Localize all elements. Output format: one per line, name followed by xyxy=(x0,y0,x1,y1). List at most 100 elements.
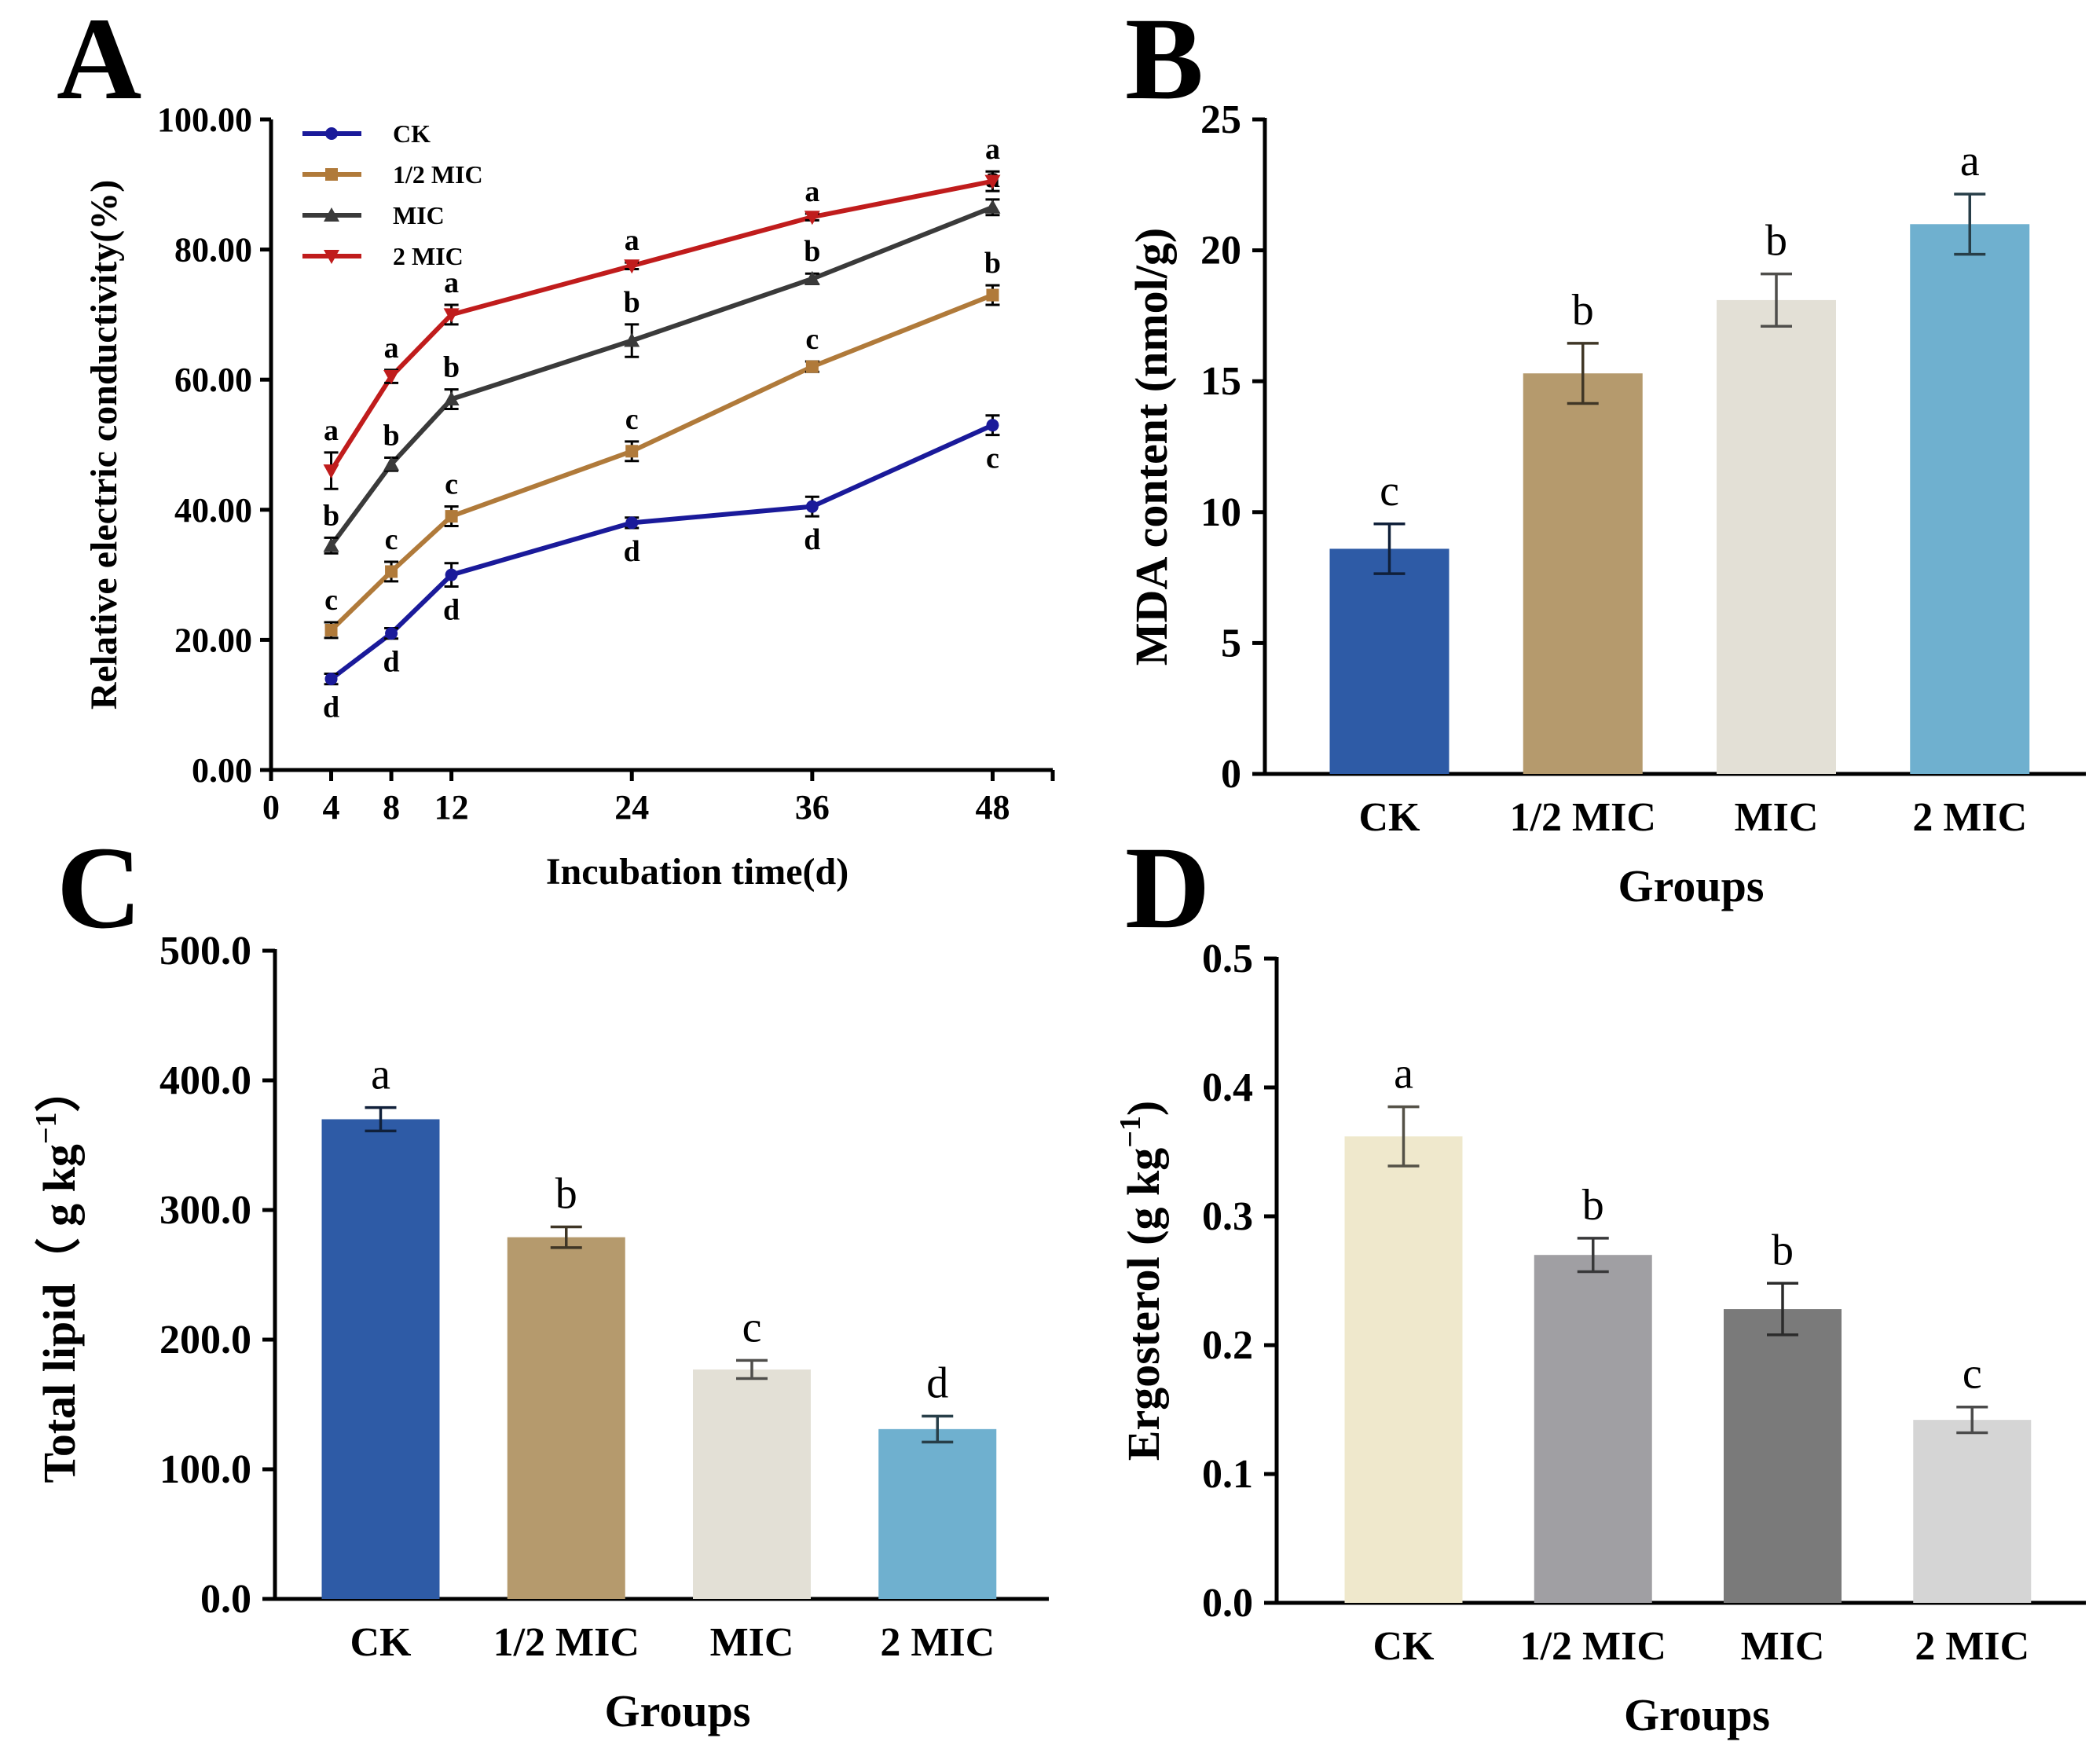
x-tick-label: 2 MIC xyxy=(880,1620,995,1665)
significance-label: d xyxy=(383,646,400,679)
panel-letter-c: C xyxy=(57,823,141,953)
significance-label: a xyxy=(371,1050,390,1099)
x-tick-label: CK xyxy=(350,1620,412,1665)
legend-label: 1/2 MIC xyxy=(393,160,483,189)
x-tick-label: 8 xyxy=(383,788,400,827)
significance-label: b xyxy=(984,247,1001,280)
y-tick-label: 100.0 xyxy=(159,1447,251,1492)
y-axis-title-main: Ergosterol (g kg xyxy=(1118,1148,1169,1461)
marker-circle xyxy=(324,673,338,686)
x-tick-label: MIC xyxy=(1741,1624,1825,1669)
marker-triangle-down xyxy=(443,308,460,323)
significance-label: a xyxy=(1394,1050,1413,1098)
significance-label: d xyxy=(926,1358,948,1407)
x-tick-label: 2 MIC xyxy=(1912,795,2027,840)
x-axis-title: Incubation time(d) xyxy=(546,851,848,893)
x-tick-label: MIC xyxy=(1735,795,1819,840)
significance-label: d xyxy=(323,691,339,724)
y-tick-label: 0.0 xyxy=(200,1577,251,1622)
bar-2-mic xyxy=(1910,224,2030,774)
significance-label: c xyxy=(1963,1350,1982,1399)
y-axis-title-exponent: −1 xyxy=(1114,1116,1147,1148)
marker-circle xyxy=(325,127,338,140)
series-1-2-mic: c c c c c b xyxy=(324,247,1001,640)
y-tick-label: 25 xyxy=(1200,97,1241,142)
panel-d: D 0.0 0.1 0.2 0.3 0.4 0.5 a CK b 1/2 MIC b MIC c 2 MIC… xyxy=(1114,823,2086,1740)
bar-1-2-mic xyxy=(1523,373,1643,774)
x-tick-label: 1/2 MIC xyxy=(493,1620,640,1665)
y-tick-label: 300.0 xyxy=(159,1188,251,1233)
significance-label: c xyxy=(742,1303,762,1351)
marker-circle xyxy=(445,568,458,581)
bar-ck xyxy=(1329,548,1449,774)
significance-label: a xyxy=(384,332,399,365)
panel-letter-a: A xyxy=(57,0,141,124)
significance-label: c xyxy=(445,468,458,501)
marker-square xyxy=(445,510,458,523)
y-tick-label: 0.0 xyxy=(1202,1581,1253,1626)
x-tick-label: 1/2 MIC xyxy=(1510,795,1656,840)
marker-triangle-up xyxy=(804,270,820,285)
significance-label: a xyxy=(324,414,339,447)
significance-label: b xyxy=(804,235,820,268)
significance-label: b xyxy=(1582,1181,1604,1230)
panel-b: B 0 5 10 15 20 25 c CK b 1/2 MIC b MIC a 2 MIC Groups MD… xyxy=(1125,0,2086,911)
y-tick-label: 0.4 xyxy=(1202,1065,1253,1110)
significance-label: b xyxy=(624,286,640,319)
y-tick-label: 40.00 xyxy=(174,491,252,530)
marker-triangle-down xyxy=(324,250,339,264)
significance-label: b xyxy=(1772,1226,1794,1274)
y-tick-label: 20.00 xyxy=(174,621,252,659)
panel-letter-b: B xyxy=(1125,0,1204,124)
marker-triangle-down xyxy=(323,464,339,479)
x-axis-title: Groups xyxy=(1618,860,1765,911)
bar-1-2-mic xyxy=(507,1237,625,1599)
y-tick-label: 20 xyxy=(1200,229,1241,273)
marker-square xyxy=(986,288,999,302)
bar-2-mic xyxy=(878,1428,997,1599)
significance-label: b xyxy=(443,351,460,384)
significance-label: d xyxy=(804,523,820,556)
y-tick-label: 0.5 xyxy=(1202,937,1253,981)
significance-label: b xyxy=(383,420,400,453)
y-tick-label: 0.1 xyxy=(1202,1452,1253,1497)
y-axis-title-close: ） xyxy=(34,1066,85,1112)
bar-mic xyxy=(1717,299,1836,775)
significance-label: a xyxy=(625,224,640,257)
significance-label: b xyxy=(555,1169,577,1218)
y-tick-label: 5 xyxy=(1221,621,1241,666)
x-tick-label: 48 xyxy=(975,788,1010,827)
y-tick-label: 200.0 xyxy=(159,1318,251,1362)
significance-label: a xyxy=(1960,137,1980,185)
y-tick-label: 500.0 xyxy=(159,929,251,974)
x-tick-label: 36 xyxy=(795,788,830,827)
marker-square xyxy=(805,360,819,373)
marker-triangle-up xyxy=(324,207,339,222)
y-axis-title: Total lipid（ g kg−1） xyxy=(30,1066,85,1483)
panel-letter-d: D xyxy=(1125,823,1210,953)
y-tick-label: 0.3 xyxy=(1202,1194,1253,1239)
bar-ck xyxy=(321,1119,440,1599)
significance-label: c xyxy=(385,523,398,556)
significance-label: a xyxy=(985,133,1000,166)
legend-label: 2 MIC xyxy=(393,242,464,270)
legend-label: CK xyxy=(393,119,431,148)
y-axis-title-exponent: −1 xyxy=(30,1112,63,1144)
marker-circle xyxy=(805,500,819,513)
y-tick-label: 0 xyxy=(1221,752,1241,797)
x-tick-label: 1/2 MIC xyxy=(1520,1624,1666,1669)
y-tick-label: 10 xyxy=(1200,490,1241,535)
bar-mic xyxy=(1724,1309,1842,1603)
x-axis-title: Groups xyxy=(605,1685,751,1736)
marker-square xyxy=(385,565,398,578)
marker-triangle-down xyxy=(984,174,1001,189)
y-tick-label: 0.2 xyxy=(1202,1323,1253,1368)
significance-label: c xyxy=(324,584,338,617)
significance-label: c xyxy=(625,403,639,436)
legend: CK 1/2 MIC MIC 2 MIC xyxy=(302,119,483,270)
series-line xyxy=(329,178,994,472)
series-ck: d d d d d c xyxy=(323,414,1000,724)
y-axis-title-main: MDA content (nmol/g) xyxy=(1126,228,1177,666)
